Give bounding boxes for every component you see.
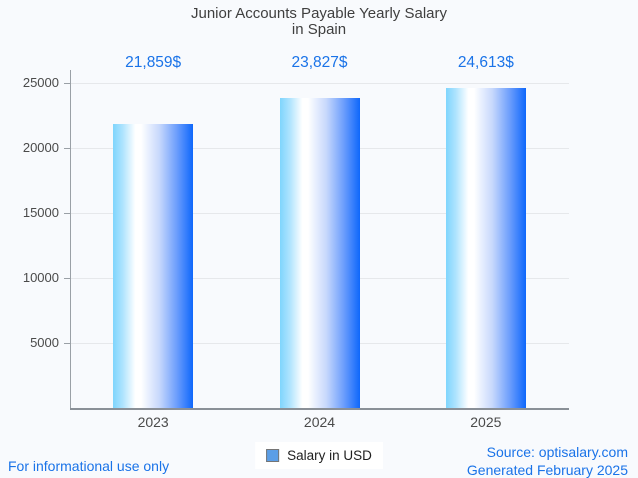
bar-2024 bbox=[279, 98, 360, 408]
y-axis-tick bbox=[64, 83, 70, 84]
chart-title-line2: in Spain bbox=[291, 21, 347, 38]
legend-label: Salary in USD bbox=[287, 448, 372, 463]
x-axis-line bbox=[70, 408, 569, 410]
source-text: Source: optisalary.com bbox=[486, 444, 628, 460]
y-axis-label: 25000 bbox=[22, 75, 59, 90]
x-axis-label-2023: 2023 bbox=[137, 414, 169, 430]
chart-title: Junior Accounts Payable Yearly Salary in… bbox=[0, 6, 638, 38]
y-axis-tick bbox=[64, 213, 70, 214]
bar-2025 bbox=[445, 88, 526, 408]
y-axis-line bbox=[70, 70, 71, 408]
value-label-2023: 21,859$ bbox=[125, 54, 182, 71]
y-axis-tick bbox=[64, 278, 70, 279]
gridline bbox=[70, 83, 569, 84]
y-axis-tick bbox=[64, 148, 70, 149]
legend: Salary in USD bbox=[255, 442, 383, 469]
x-axis-label-2025: 2025 bbox=[470, 414, 502, 430]
value-label-2024: 23,827$ bbox=[291, 54, 348, 71]
x-axis-label-2024: 2024 bbox=[303, 414, 336, 430]
y-axis-label: 5000 bbox=[30, 335, 59, 350]
y-axis-label: 20000 bbox=[22, 140, 59, 155]
source-attribution: Source: optisalary.com Generated Februar… bbox=[467, 443, 628, 478]
generated-date-text: Generated February 2025 bbox=[466, 462, 628, 478]
y-axis-label: 15000 bbox=[22, 205, 59, 220]
y-axis-label: 10000 bbox=[22, 270, 59, 285]
legend-swatch-icon bbox=[266, 449, 280, 462]
value-label-2025: 24,613$ bbox=[457, 54, 514, 71]
disclaimer-text: For informational use only bbox=[8, 458, 170, 474]
y-axis-tick bbox=[64, 343, 70, 344]
bar-2023 bbox=[113, 124, 194, 408]
chart-title-line1: Junior Accounts Payable Yearly Salary bbox=[191, 5, 447, 22]
